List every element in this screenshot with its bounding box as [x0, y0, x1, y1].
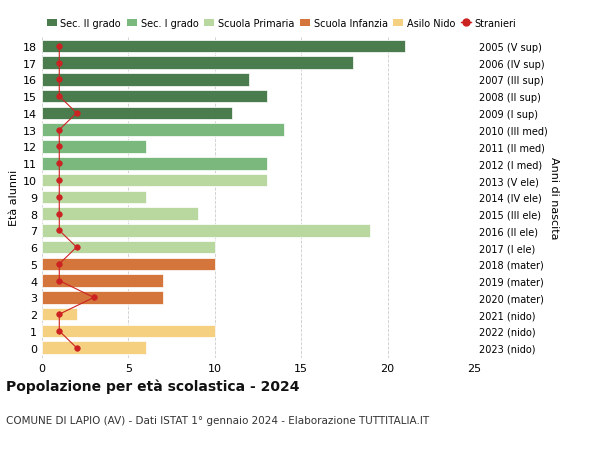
- Bar: [42, 341, 146, 354]
- Bar: [42, 74, 250, 86]
- Bar: [42, 308, 77, 321]
- Bar: [42, 241, 215, 254]
- Bar: [42, 157, 266, 170]
- Bar: [42, 291, 163, 304]
- Y-axis label: Età alunni: Età alunni: [9, 169, 19, 225]
- Bar: [42, 124, 284, 137]
- Bar: [42, 174, 266, 187]
- Text: COMUNE DI LAPIO (AV) - Dati ISTAT 1° gennaio 2024 - Elaborazione TUTTITALIA.IT: COMUNE DI LAPIO (AV) - Dati ISTAT 1° gen…: [6, 415, 429, 425]
- Bar: [42, 224, 370, 237]
- Y-axis label: Anni di nascita: Anni di nascita: [549, 156, 559, 239]
- Bar: [42, 275, 163, 287]
- Bar: [42, 208, 197, 220]
- Bar: [42, 40, 405, 53]
- Bar: [42, 57, 353, 70]
- Bar: [42, 191, 146, 204]
- Legend: Sec. II grado, Sec. I grado, Scuola Primaria, Scuola Infanzia, Asilo Nido, Stran: Sec. II grado, Sec. I grado, Scuola Prim…: [47, 19, 517, 28]
- Bar: [42, 107, 232, 120]
- Text: Popolazione per età scolastica - 2024: Popolazione per età scolastica - 2024: [6, 379, 299, 393]
- Bar: [42, 141, 146, 153]
- Bar: [42, 258, 215, 271]
- Bar: [42, 325, 215, 337]
- Bar: [42, 91, 266, 103]
